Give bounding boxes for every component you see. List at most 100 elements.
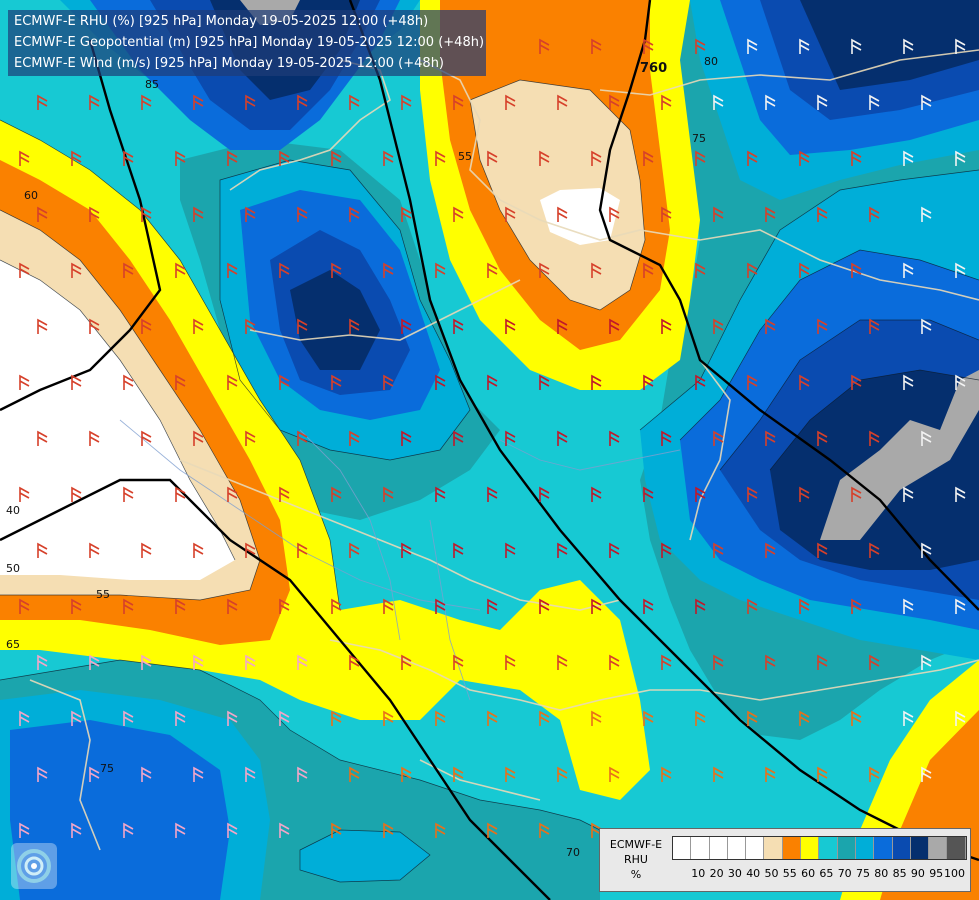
- wind-barb: [227, 486, 238, 502]
- wind-barb: [383, 822, 394, 838]
- wind-barb: [661, 206, 672, 222]
- legend-swatch: [673, 837, 692, 859]
- wind-barb: [765, 654, 776, 670]
- wind-barb: [487, 374, 498, 390]
- wind-barb: [227, 374, 238, 390]
- wind-barb: [539, 598, 550, 614]
- wind-barbs: [19, 38, 966, 838]
- wind-barb: [435, 262, 446, 278]
- wind-barb: [279, 822, 290, 838]
- wind-barb: [245, 654, 256, 670]
- wind-barb: [921, 94, 932, 110]
- wind-barb: [591, 38, 602, 54]
- wind-barb: [817, 206, 828, 222]
- wind-barb: [71, 374, 82, 390]
- wind-barb: [765, 94, 776, 110]
- wind-barb: [539, 38, 550, 54]
- wind-barb: [19, 710, 30, 726]
- wind-barb: [591, 710, 602, 726]
- wind-barb: [955, 598, 966, 614]
- wind-barb: [817, 94, 828, 110]
- wind-barb: [539, 710, 550, 726]
- wind-barb: [193, 94, 204, 110]
- wind-barb: [279, 486, 290, 502]
- legend-title: ECMWF-E RHU %: [602, 837, 670, 882]
- wind-barb: [643, 262, 654, 278]
- wind-barb: [123, 374, 134, 390]
- contour-label: 55: [96, 588, 110, 601]
- contour-label: 40: [6, 504, 20, 517]
- rhu-90-95-region: [800, 0, 979, 90]
- wind-barb: [123, 262, 134, 278]
- wind-barb: [141, 766, 152, 782]
- wind-barb: [453, 542, 464, 558]
- wind-barb: [453, 654, 464, 670]
- wind-barb: [851, 486, 862, 502]
- wind-barb: [869, 206, 880, 222]
- wind-barb: [661, 318, 672, 334]
- wind-barb: [19, 150, 30, 166]
- legend-swatch: [782, 837, 802, 859]
- wind-barb: [297, 206, 308, 222]
- wind-barb: [765, 206, 776, 222]
- legend-swatch: [837, 837, 856, 859]
- wind-barb: [71, 150, 82, 166]
- wind-barb: [245, 542, 256, 558]
- wind-barb: [141, 94, 152, 110]
- wind-barb: [37, 430, 48, 446]
- wind-barb: [193, 430, 204, 446]
- wind-barb: [383, 262, 394, 278]
- wind-barb: [609, 654, 620, 670]
- wind-barb: [817, 654, 828, 670]
- wind-barb: [37, 654, 48, 670]
- wind-barb: [851, 38, 862, 54]
- wind-barb: [331, 822, 342, 838]
- wind-barb: [141, 206, 152, 222]
- wind-barb: [799, 710, 810, 726]
- wind-barb: [591, 486, 602, 502]
- wind-barb: [869, 654, 880, 670]
- wind-barb: [955, 374, 966, 390]
- wind-barb: [279, 710, 290, 726]
- wind-barb: [851, 150, 862, 166]
- wind-barb: [435, 710, 446, 726]
- legend-swatch: [947, 837, 966, 859]
- wind-barb: [799, 38, 810, 54]
- wind-barb: [661, 430, 672, 446]
- wind-barb: [487, 150, 498, 166]
- wind-barb: [331, 374, 342, 390]
- wind-barb: [19, 486, 30, 502]
- wind-barb: [661, 542, 672, 558]
- wind-barb: [505, 654, 516, 670]
- wind-barb: [279, 598, 290, 614]
- wind-barb: [695, 486, 706, 502]
- wind-barb: [141, 542, 152, 558]
- wind-barb: [505, 542, 516, 558]
- wind-barb: [903, 262, 914, 278]
- legend-tick-label: 80: [874, 867, 889, 880]
- wind-barb: [747, 598, 758, 614]
- legend-tick-label: 70: [837, 867, 852, 880]
- legend-tick-label: 55: [782, 867, 797, 880]
- wind-barb: [453, 206, 464, 222]
- wind-barb: [297, 542, 308, 558]
- wind-barb: [539, 486, 550, 502]
- wind-barb: [713, 766, 724, 782]
- wind-barb: [123, 710, 134, 726]
- wind-barb: [557, 766, 568, 782]
- legend-swatch: [746, 837, 765, 859]
- wind-barb: [401, 766, 412, 782]
- wind-barb: [609, 318, 620, 334]
- wind-barb: [141, 318, 152, 334]
- wind-barb: [227, 710, 238, 726]
- wind-barb: [643, 710, 654, 726]
- legend-swatch: [929, 837, 948, 859]
- wind-barb: [591, 262, 602, 278]
- wind-barb: [695, 374, 706, 390]
- wind-barb: [765, 542, 776, 558]
- wind-barb: [71, 598, 82, 614]
- contour-label: 50: [6, 562, 20, 575]
- wind-barb: [453, 430, 464, 446]
